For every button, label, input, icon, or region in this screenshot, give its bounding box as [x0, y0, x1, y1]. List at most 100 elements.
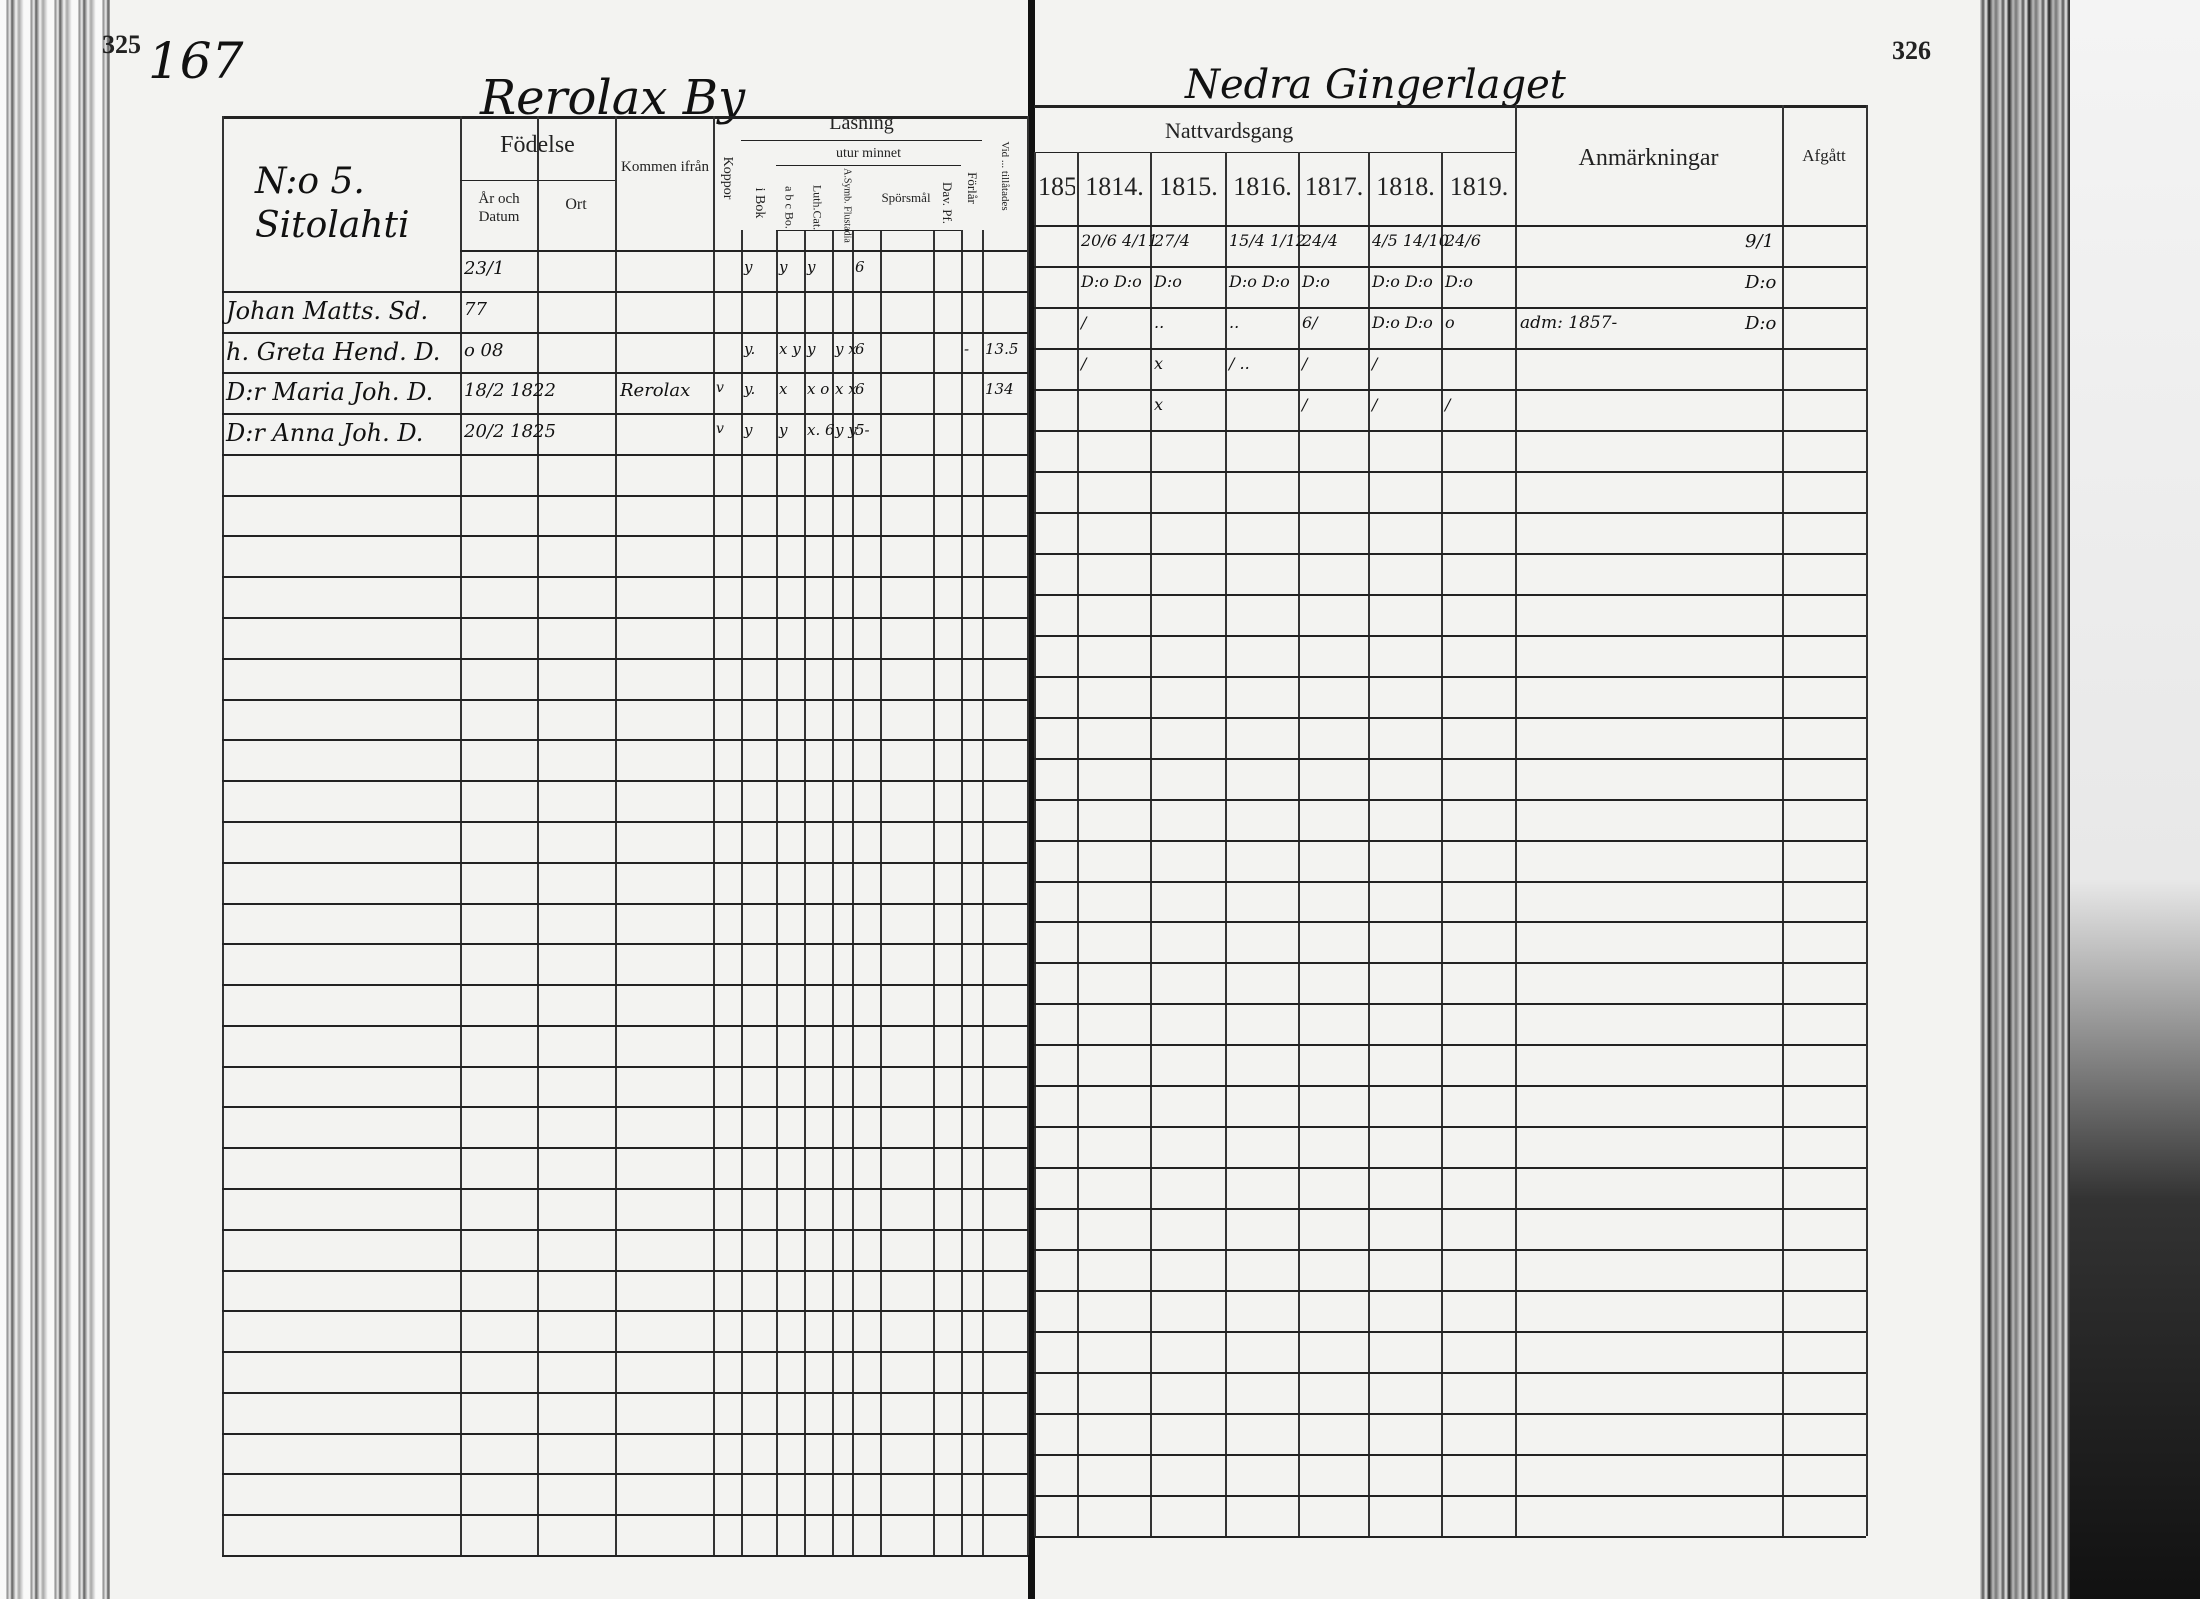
communion-entry: D:o	[1302, 271, 1330, 291]
row-line	[1034, 634, 1866, 637]
household-label: N:o 5. Sitolahti	[255, 161, 410, 246]
communion-entry: D:o D:o	[1081, 271, 1142, 291]
row-line	[222, 1391, 1028, 1394]
remark: adm: 1857-	[1520, 312, 1618, 333]
reading-mark: y	[779, 258, 788, 276]
header-year-4: 1817.	[1304, 172, 1364, 201]
header-understanding: Förlår	[965, 172, 980, 204]
reading-mark: y	[807, 258, 816, 276]
birth-date: 23/1	[464, 258, 505, 279]
scan-edge-right	[1980, 0, 2070, 1599]
header-year-1: 1814.	[1085, 172, 1144, 201]
header-place: Ort	[565, 196, 587, 213]
book-binding	[1028, 0, 1035, 1599]
column-divider	[1368, 152, 1370, 1536]
header-remarks: Anmärkningar	[1578, 145, 1719, 171]
row-line	[222, 1147, 1028, 1150]
communion-entry: /	[1372, 353, 1378, 373]
header-year-3: 1816.	[1233, 172, 1292, 201]
column-divider	[1150, 152, 1152, 1536]
communion-entry: /	[1445, 394, 1451, 414]
row-line	[222, 1432, 1028, 1435]
row-line	[1034, 880, 1866, 883]
row-line	[222, 780, 1028, 783]
column-divider	[776, 230, 778, 1555]
scan-edge-far-right	[2070, 0, 2200, 1599]
communion-entry: /	[1081, 353, 1087, 373]
row-line	[1034, 839, 1866, 842]
row-line	[1034, 1044, 1866, 1047]
row-line	[222, 413, 1028, 416]
row-line	[1034, 1413, 1866, 1416]
row-line	[222, 453, 1028, 456]
departed-entry: D:o	[1745, 271, 1777, 293]
row-line	[222, 1555, 1028, 1557]
reading-mark: y	[807, 339, 816, 358]
reading-mark: y x	[835, 339, 857, 358]
row-line	[222, 902, 1028, 905]
communion-entry: D:o	[1445, 271, 1473, 291]
communion-entry: x	[1154, 394, 1164, 414]
row-line	[1034, 552, 1866, 555]
communion-entry: /	[1081, 312, 1087, 332]
column-divider	[804, 230, 806, 1555]
row-line	[222, 1228, 1028, 1231]
row-line	[1034, 470, 1866, 473]
communion-entry: ..	[1154, 312, 1165, 332]
person-name: D:r Maria Joh. D.	[226, 378, 434, 407]
column-divider	[537, 116, 539, 1555]
communion-entry: 24/4	[1302, 231, 1338, 250]
header-year-6: 1819.	[1449, 172, 1509, 201]
reading-mark: y	[779, 421, 788, 440]
communion-entry: D:o	[1154, 271, 1182, 291]
header-year-0: 185	[1038, 172, 1075, 201]
row-line	[1034, 265, 1866, 268]
column-divider	[1298, 152, 1300, 1536]
header-questions: Spörsmål	[881, 190, 931, 205]
communion-entry: o	[1445, 312, 1455, 332]
row-line	[1034, 1208, 1866, 1211]
row-line	[222, 1473, 1028, 1476]
row-line	[222, 1106, 1028, 1109]
row-line	[1034, 429, 1866, 432]
row-line	[222, 1351, 1028, 1354]
row-line	[222, 1514, 1028, 1517]
header-divider	[776, 230, 961, 231]
header-year-5: 1818.	[1376, 172, 1435, 201]
row-line	[1034, 347, 1866, 350]
row-line	[1034, 306, 1866, 309]
section-title: Nedra Gingerlaget	[1185, 62, 1566, 108]
column-divider	[933, 230, 935, 1555]
person-name: D:r Anna Joh. D.	[226, 419, 424, 448]
header-divider	[776, 165, 961, 166]
reading-mark: y	[744, 258, 753, 276]
communion-entry: ..	[1229, 312, 1240, 332]
row-line	[222, 331, 1028, 334]
scan-edge-left	[0, 0, 110, 1599]
communion-entry: D:o D:o	[1229, 271, 1290, 291]
header-divider	[1034, 152, 1515, 153]
row-line	[1034, 511, 1866, 514]
header-in-book: i Bok	[752, 187, 767, 219]
smallpox-mark: v	[716, 421, 724, 438]
row-line	[1034, 1167, 1866, 1170]
column-divider	[1225, 152, 1227, 1536]
row-line	[222, 1024, 1028, 1027]
smallpox-mark: v	[716, 380, 724, 397]
header-communion: Nattvardsgang	[1165, 118, 1294, 143]
row-line	[1034, 1085, 1866, 1088]
reading-mark: y y	[835, 421, 857, 440]
column-divider	[880, 230, 882, 1555]
row-line	[1034, 1249, 1866, 1252]
table-top-border	[222, 116, 1028, 119]
row-line	[222, 739, 1028, 742]
header-year-date: År och Datum	[478, 191, 520, 225]
person-name: h. Greta Hend. D.	[226, 337, 441, 366]
row-line	[222, 943, 1028, 946]
column-divider	[1866, 105, 1868, 1536]
birth-date: 77	[464, 298, 487, 320]
row-line	[222, 861, 1028, 864]
communion-entry: / ..	[1229, 353, 1250, 373]
communion-entry: /	[1302, 353, 1308, 373]
reading-mark: x. 6	[807, 421, 835, 440]
